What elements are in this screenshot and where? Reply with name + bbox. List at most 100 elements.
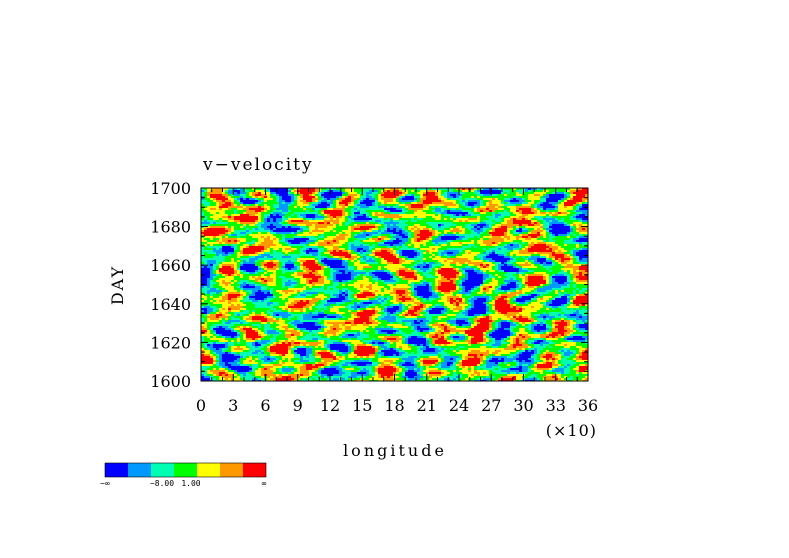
field-cell (441, 222, 444, 224)
field-cell (561, 192, 564, 194)
field-cell (438, 208, 441, 210)
field-cell (408, 200, 411, 202)
field-cell (492, 212, 495, 214)
field-cell (264, 222, 267, 224)
field-cell (468, 210, 471, 212)
field-cell (426, 264, 429, 266)
field-cell (396, 252, 399, 254)
field-cell (462, 246, 465, 248)
field-cell (303, 196, 306, 198)
field-cell (402, 262, 405, 264)
field-cell (306, 206, 309, 208)
field-cell (558, 198, 561, 200)
field-cell (510, 230, 513, 232)
field-cell (432, 206, 435, 208)
field-cell (402, 254, 405, 256)
field-cell (465, 240, 468, 242)
field-cell (555, 260, 558, 262)
field-cell (369, 242, 372, 244)
field-cell (321, 214, 324, 216)
field-cell (330, 240, 333, 242)
field-cell (252, 216, 255, 218)
field-cell (525, 196, 528, 198)
field-cell (534, 214, 537, 216)
field-cell (294, 210, 297, 212)
field-cell (342, 220, 345, 222)
field-cell (369, 210, 372, 212)
field-cell (345, 222, 348, 224)
field-cell (378, 254, 381, 256)
field-cell (327, 218, 330, 220)
field-cell (465, 216, 468, 218)
field-cell (405, 218, 408, 220)
field-cell (270, 220, 273, 222)
field-cell (426, 254, 429, 256)
field-cell (213, 216, 216, 218)
field-cell (309, 256, 312, 258)
field-cell (420, 208, 423, 210)
field-cell (300, 246, 303, 248)
field-cell (240, 198, 243, 200)
field-cell (459, 198, 462, 200)
field-cell (279, 226, 282, 228)
field-cell (519, 244, 522, 246)
field-cell (291, 194, 294, 196)
field-cell (336, 204, 339, 206)
field-cell (525, 190, 528, 192)
field-cell (471, 234, 474, 236)
field-cell (582, 212, 585, 214)
field-cell (345, 234, 348, 236)
field-cell (378, 264, 381, 266)
field-cell (570, 194, 573, 196)
field-cell (306, 250, 309, 252)
field-cell (375, 212, 378, 214)
field-cell (492, 194, 495, 196)
field-cell (369, 236, 372, 238)
field-cell (393, 204, 396, 206)
field-cell (270, 260, 273, 262)
field-cell (369, 194, 372, 196)
field-cell (387, 212, 390, 214)
field-cell (255, 214, 258, 216)
field-cell (492, 188, 495, 190)
field-cell (543, 202, 546, 204)
field-cell (201, 200, 204, 202)
field-cell (291, 254, 294, 256)
field-cell (267, 252, 270, 254)
field-cell (564, 236, 567, 238)
field-cell (390, 222, 393, 224)
field-cell (324, 196, 327, 198)
field-cell (270, 194, 273, 196)
field-cell (231, 240, 234, 242)
field-cell (297, 238, 300, 240)
field-cell (495, 250, 498, 252)
field-cell (540, 212, 543, 214)
field-cell (555, 240, 558, 242)
field-cell (420, 188, 423, 190)
field-cell (420, 244, 423, 246)
field-cell (528, 192, 531, 194)
field-cell (585, 246, 588, 248)
field-cell (351, 234, 354, 236)
field-cell (486, 244, 489, 246)
field-cell (474, 202, 477, 204)
field-cell (384, 204, 387, 206)
field-cell (288, 260, 291, 262)
field-cell (324, 242, 327, 244)
field-cell (351, 206, 354, 208)
field-cell (282, 258, 285, 260)
field-cell (477, 210, 480, 212)
field-cell (414, 212, 417, 214)
field-cell (339, 262, 342, 264)
field-cell (444, 196, 447, 198)
field-cell (399, 264, 402, 266)
field-cell (246, 234, 249, 236)
field-cell (498, 190, 501, 192)
field-cell (354, 256, 357, 258)
field-cell (216, 202, 219, 204)
field-cell (534, 220, 537, 222)
field-cell (300, 238, 303, 240)
field-cell (228, 264, 231, 266)
field-cell (246, 190, 249, 192)
field-cell (264, 232, 267, 234)
